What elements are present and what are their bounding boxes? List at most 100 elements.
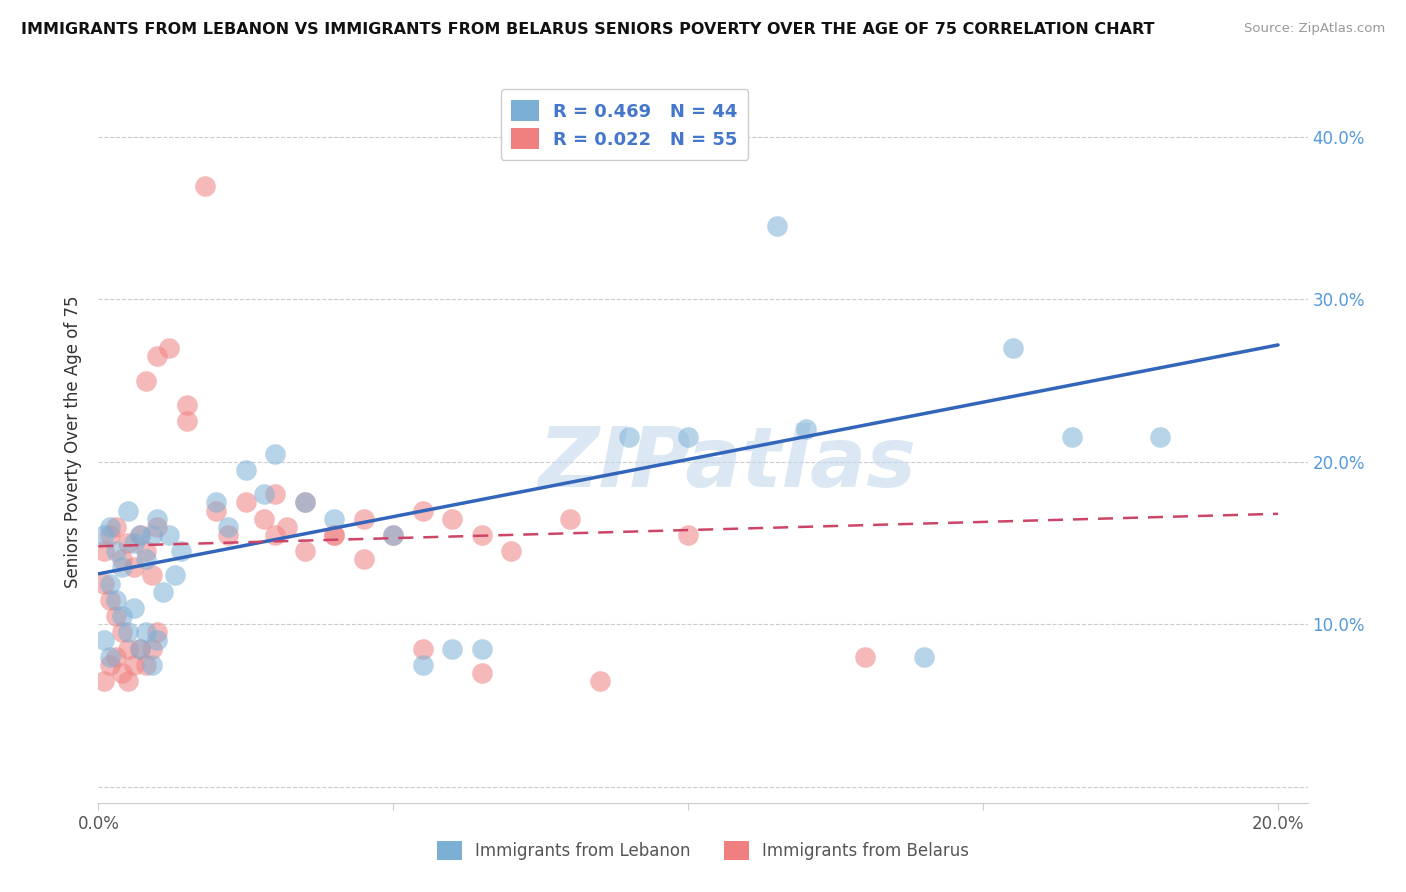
Point: [619, 430, 641, 444]
Point: [117, 673, 139, 688]
Point: [264, 447, 287, 461]
Point: [111, 625, 134, 640]
Point: [122, 601, 145, 615]
Point: [93, 673, 115, 688]
Point: [135, 657, 157, 672]
Point: [276, 520, 298, 534]
Point: [235, 463, 257, 477]
Point: [122, 657, 145, 672]
Point: [353, 552, 375, 566]
Point: [501, 544, 523, 558]
Point: [441, 511, 464, 525]
Point: [471, 641, 494, 656]
Point: [141, 568, 163, 582]
Point: [98, 528, 121, 542]
Point: [93, 633, 115, 648]
Point: [128, 528, 150, 542]
Point: [135, 552, 157, 566]
Point: [294, 495, 316, 509]
Point: [323, 528, 346, 542]
Legend: Immigrants from Lebanon, Immigrants from Belarus: Immigrants from Lebanon, Immigrants from…: [430, 834, 976, 867]
Point: [294, 495, 316, 509]
Point: [560, 511, 582, 525]
Point: [165, 568, 187, 582]
Point: [589, 673, 612, 688]
Point: [111, 552, 134, 566]
Point: [105, 592, 128, 607]
Point: [264, 528, 287, 542]
Point: [117, 641, 139, 656]
Point: [471, 665, 494, 680]
Point: [678, 528, 700, 542]
Point: [128, 641, 150, 656]
Point: [157, 341, 180, 355]
Point: [146, 349, 169, 363]
Point: [217, 520, 239, 534]
Point: [205, 503, 228, 517]
Point: [141, 641, 163, 656]
Point: [353, 511, 375, 525]
Text: ZIPatlas: ZIPatlas: [538, 423, 917, 504]
Point: [146, 633, 169, 648]
Point: [98, 649, 121, 664]
Point: [98, 592, 121, 607]
Point: [1149, 430, 1171, 444]
Point: [382, 528, 405, 542]
Point: [471, 528, 494, 542]
Point: [205, 495, 228, 509]
Point: [128, 641, 150, 656]
Point: [146, 520, 169, 534]
Point: [93, 544, 115, 558]
Point: [678, 430, 700, 444]
Point: [412, 503, 434, 517]
Point: [98, 576, 121, 591]
Point: [135, 544, 157, 558]
Point: [152, 584, 174, 599]
Point: [1060, 430, 1083, 444]
Point: [135, 374, 157, 388]
Point: [323, 511, 346, 525]
Point: [412, 641, 434, 656]
Point: [157, 528, 180, 542]
Point: [323, 528, 346, 542]
Point: [146, 511, 169, 525]
Point: [141, 528, 163, 542]
Point: [117, 536, 139, 550]
Point: [294, 544, 316, 558]
Point: [93, 528, 115, 542]
Point: [146, 625, 169, 640]
Point: [252, 487, 274, 501]
Point: [170, 544, 193, 558]
Text: IMMIGRANTS FROM LEBANON VS IMMIGRANTS FROM BELARUS SENIORS POVERTY OVER THE AGE : IMMIGRANTS FROM LEBANON VS IMMIGRANTS FR…: [21, 22, 1154, 37]
Point: [105, 520, 128, 534]
Point: [1001, 341, 1024, 355]
Point: [141, 657, 163, 672]
Point: [235, 495, 257, 509]
Point: [111, 665, 134, 680]
Point: [128, 528, 150, 542]
Point: [194, 178, 217, 193]
Point: [264, 487, 287, 501]
Point: [105, 544, 128, 558]
Point: [93, 576, 115, 591]
Point: [117, 625, 139, 640]
Point: [441, 641, 464, 656]
Point: [412, 657, 434, 672]
Point: [794, 422, 817, 436]
Y-axis label: Seniors Poverty Over the Age of 75: Seniors Poverty Over the Age of 75: [65, 295, 83, 588]
Point: [117, 503, 139, 517]
Point: [912, 649, 935, 664]
Point: [98, 657, 121, 672]
Point: [122, 536, 145, 550]
Point: [382, 528, 405, 542]
Point: [217, 528, 239, 542]
Point: [105, 609, 128, 624]
Point: [252, 511, 274, 525]
Point: [176, 414, 198, 428]
Point: [135, 625, 157, 640]
Point: [111, 560, 134, 574]
Point: [122, 560, 145, 574]
Point: [105, 649, 128, 664]
Text: Source: ZipAtlas.com: Source: ZipAtlas.com: [1244, 22, 1385, 36]
Point: [853, 649, 876, 664]
